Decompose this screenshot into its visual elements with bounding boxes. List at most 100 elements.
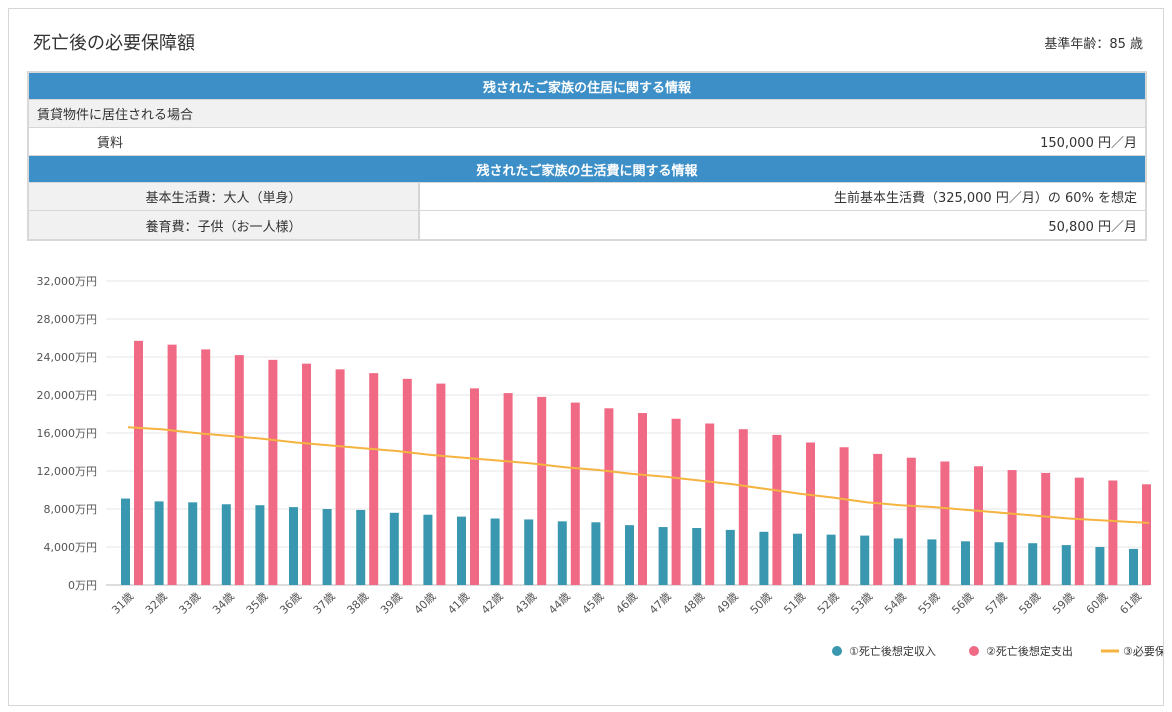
expense-bar	[772, 434, 782, 585]
income-bar	[692, 528, 702, 585]
x-tick-label: 55歳	[916, 590, 943, 617]
page-title: 死亡後の必要保障額	[33, 33, 195, 54]
income-bar	[961, 541, 970, 585]
legend-income-marker	[832, 646, 842, 656]
income-bar	[591, 522, 601, 585]
y-tick-label: 0万円	[68, 579, 97, 592]
expense-bar	[335, 369, 345, 585]
x-tick-label: 52歳	[815, 590, 842, 617]
x-tick-label: 44歳	[546, 590, 573, 617]
y-tick-label: 20,000万円	[37, 389, 98, 402]
expense-bar	[604, 408, 614, 585]
x-tick-label: 42歳	[479, 590, 506, 617]
expense-bar	[1142, 484, 1151, 585]
x-tick-label: 48歳	[680, 590, 707, 617]
income-bar	[423, 514, 433, 585]
expense-bar	[1108, 480, 1118, 585]
income-bar	[1095, 547, 1105, 585]
x-tick-label: 31歳	[109, 590, 136, 617]
x-tick-label: 40歳	[412, 590, 439, 617]
y-tick-label: 24,000万円	[37, 351, 98, 364]
income-bar	[322, 509, 332, 585]
x-tick-label: 49歳	[714, 590, 741, 617]
expense-bar	[806, 442, 815, 585]
income-bar	[557, 521, 567, 585]
child-cost-row: 養育費：子供（お一人様） 50,800 円／月	[29, 211, 1145, 239]
x-tick-label: 32歳	[143, 590, 170, 617]
child-cost-label: 養育費：子供（お一人様）	[29, 211, 420, 239]
x-tick-label: 33歳	[176, 590, 203, 617]
income-bar	[188, 502, 198, 585]
x-tick-label: 54歳	[882, 590, 909, 617]
legend-expense-marker	[969, 646, 979, 656]
x-tick-label: 38歳	[344, 590, 371, 617]
income-bar	[860, 535, 870, 585]
expense-bar	[402, 378, 412, 585]
income-bar	[457, 516, 466, 585]
expense-bar	[201, 349, 211, 585]
housing-case-row: 賃貸物件に居住される場合	[29, 100, 1145, 128]
income-bar	[289, 507, 298, 585]
x-tick-label: 53歳	[848, 590, 875, 617]
income-bar	[1129, 548, 1138, 585]
income-bar	[725, 529, 735, 585]
y-tick-label: 32,000万円	[37, 275, 98, 288]
expense-bar	[839, 447, 849, 585]
expense-bar	[906, 457, 916, 585]
housing-header: 残されたご家族の住居に関する情報	[29, 73, 1145, 100]
x-tick-label: 34歳	[210, 590, 237, 617]
income-bar	[221, 504, 231, 585]
expense-bar	[638, 413, 647, 585]
income-bar	[1061, 545, 1071, 585]
income-bar	[356, 509, 366, 585]
protection-chart: 0万円 4,000万円 8,000万円 12,000万円 16,000万円 20,000万…	[37, 275, 1164, 658]
base-age-label: 基準年齢：85 歳	[1044, 37, 1143, 52]
income-bar	[759, 531, 769, 585]
expense-bar	[369, 373, 379, 585]
info-table: 残されたご家族の住居に関する情報 賃貸物件に居住される場合 賃料 150,000…	[27, 71, 1147, 241]
expense-bar	[302, 363, 311, 585]
expense-bar	[940, 461, 950, 585]
income-bar	[255, 505, 265, 585]
x-tick-label: 58歳	[1016, 590, 1043, 617]
x-tick-label: 35歳	[244, 590, 271, 617]
income-bar	[524, 519, 534, 585]
living-header: 残されたご家族の生活費に関する情報	[29, 156, 1145, 183]
x-tick-label: 39歳	[378, 590, 405, 617]
need-line	[127, 426, 1150, 524]
income-bar	[826, 534, 836, 585]
expense-bar	[1074, 477, 1084, 585]
income-bar	[793, 533, 802, 585]
rent-label: 賃料	[97, 136, 124, 151]
expense-bar	[974, 466, 983, 585]
expense-bar	[436, 383, 446, 585]
x-tick-label: 37歳	[311, 590, 338, 617]
income-bar	[994, 542, 1004, 585]
legend-income-label: ①死亡後想定収入	[849, 644, 936, 658]
expense-bar	[705, 423, 715, 585]
x-tick-label: 47歳	[647, 590, 674, 617]
x-tick-label: 41歳	[445, 590, 472, 617]
income-bar	[490, 518, 500, 585]
income-bar	[658, 527, 668, 585]
income-bar	[121, 498, 130, 585]
income-bar	[893, 538, 903, 585]
income-bar	[625, 525, 634, 585]
x-tick-label: 50歳	[748, 590, 775, 617]
expense-bar	[268, 359, 278, 585]
y-tick-label: 16,000万円	[37, 427, 98, 440]
income-bar	[389, 512, 399, 585]
y-tick-label: 28,000万円	[37, 313, 98, 326]
x-tick-label: 57歳	[983, 590, 1010, 617]
expense-bar	[671, 418, 681, 585]
rent-value: 150,000 円／月	[1040, 136, 1137, 151]
expense-bar	[570, 402, 580, 585]
x-tick-label: 51歳	[781, 590, 808, 617]
child-cost-value: 50,800 円／月	[1048, 219, 1137, 235]
x-tick-label: 61歳	[1117, 590, 1144, 617]
expense-bar	[234, 355, 244, 585]
protection-panel: 死亡後の必要保障額 基準年齢：85 歳 残されたご家族の住居に関する情報 賃貸物…	[8, 8, 1164, 706]
expense-bar	[134, 340, 143, 585]
x-tick-label: 56歳	[949, 590, 976, 617]
expense-bar	[537, 396, 547, 585]
